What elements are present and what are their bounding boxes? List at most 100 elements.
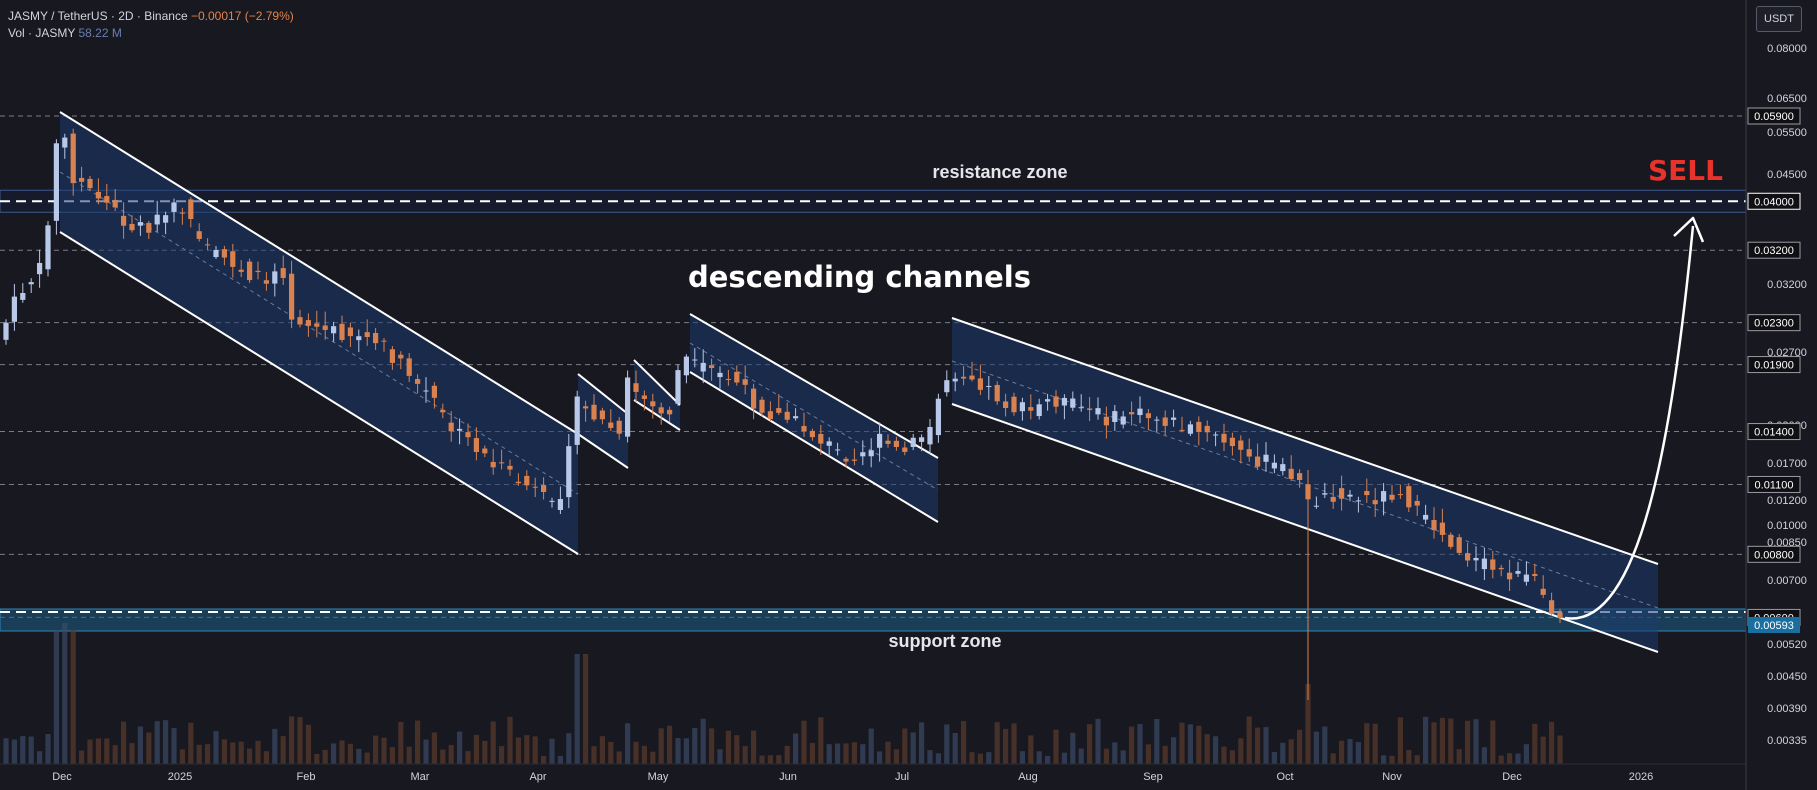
price-tick-label: 0.05500 bbox=[1767, 127, 1807, 139]
channel-midline bbox=[689, 342, 939, 491]
candle-body bbox=[95, 191, 101, 199]
candle-body bbox=[1137, 408, 1143, 416]
candle-body bbox=[1003, 401, 1009, 409]
candle-body bbox=[885, 440, 891, 444]
candle-body bbox=[499, 462, 505, 464]
descending-channels bbox=[59, 111, 1659, 653]
volume-bar bbox=[499, 746, 505, 764]
candle-body bbox=[1204, 425, 1210, 433]
channel-midline bbox=[59, 171, 579, 495]
volume-bar bbox=[1103, 748, 1109, 764]
volume-bar bbox=[633, 741, 639, 764]
volume-bar bbox=[1473, 719, 1479, 764]
volume-bar bbox=[650, 751, 656, 764]
sell-signal-label: SELL bbox=[1648, 154, 1723, 187]
volume-bar bbox=[196, 744, 202, 764]
volume-bar bbox=[599, 736, 605, 764]
volume-bar bbox=[1557, 735, 1563, 764]
price-tick-label: 0.06500 bbox=[1767, 93, 1807, 105]
candle-body bbox=[809, 430, 815, 438]
volume-bar bbox=[1490, 720, 1496, 764]
volume-bar bbox=[751, 730, 757, 764]
candle-body bbox=[356, 336, 362, 341]
candle-body bbox=[188, 199, 194, 220]
volume-bar bbox=[868, 728, 874, 764]
price-change: −0.00017 (−2.79%) bbox=[190, 9, 294, 23]
volume-bar bbox=[431, 732, 437, 764]
channel-fill bbox=[578, 374, 628, 468]
volume-bar bbox=[809, 742, 815, 764]
volume-bar bbox=[1347, 738, 1353, 764]
candle-body bbox=[1465, 553, 1471, 561]
time-axis: Dec 2025 Feb Mar Apr May Jun Jul Aug Sep Oct Nov Dec… bbox=[0, 763, 1746, 783]
volume-bar bbox=[3, 738, 9, 764]
candle-body bbox=[944, 380, 950, 393]
support-zone-label: support zone bbox=[889, 631, 1002, 651]
time-tick-label: Nov bbox=[1382, 771, 1402, 783]
candle-body bbox=[1355, 500, 1361, 502]
volume-bar bbox=[608, 741, 614, 764]
volume-bar bbox=[944, 724, 950, 764]
volume-bar bbox=[1532, 723, 1538, 764]
volume-bar bbox=[1381, 755, 1387, 764]
candle-body bbox=[683, 356, 689, 376]
candle-body bbox=[1490, 559, 1496, 570]
descending-channels-label: descending channels bbox=[688, 260, 1031, 294]
volume-bar bbox=[667, 725, 673, 764]
candle-body bbox=[1053, 396, 1059, 407]
volume-bar bbox=[347, 743, 353, 764]
candle-body bbox=[1011, 396, 1017, 413]
candle-body bbox=[347, 327, 353, 337]
volume-bar bbox=[373, 735, 379, 764]
price-level-label: 0.01100 bbox=[1755, 479, 1794, 491]
time-tick-label: Oct bbox=[1276, 771, 1293, 783]
volume-bar bbox=[893, 749, 899, 764]
candle-body bbox=[532, 486, 538, 488]
volume-bar bbox=[322, 749, 328, 764]
candle-body bbox=[11, 296, 17, 322]
candle-body bbox=[289, 273, 295, 320]
price-level-box bbox=[1747, 423, 1801, 441]
volume-bar bbox=[1036, 751, 1042, 764]
candle-body bbox=[1423, 514, 1429, 520]
candle-body bbox=[860, 452, 866, 457]
volume-bar bbox=[776, 755, 782, 764]
candle-body bbox=[1271, 462, 1277, 469]
time-tick-label: Mar bbox=[411, 771, 430, 783]
volume-bar bbox=[952, 732, 958, 764]
candle-body bbox=[633, 383, 639, 392]
candle-body bbox=[1019, 402, 1025, 412]
volume-bar bbox=[1162, 745, 1168, 764]
volume-bar bbox=[213, 731, 219, 764]
volume-bar bbox=[1549, 721, 1555, 764]
channel-upper-line bbox=[577, 373, 629, 415]
candle-body bbox=[146, 222, 152, 233]
volume-value: 58.22 M bbox=[78, 26, 122, 40]
volume-indicator-label[interactable]: Vol · JASMY bbox=[8, 26, 76, 40]
volume-bar bbox=[683, 738, 689, 764]
volume-bar bbox=[37, 751, 43, 764]
volume-bar bbox=[305, 724, 311, 764]
price-level-box bbox=[1747, 475, 1801, 493]
volume-bar bbox=[641, 745, 647, 764]
volume-bar bbox=[1095, 718, 1101, 764]
volume-bar bbox=[230, 742, 236, 764]
volume-bar bbox=[986, 752, 992, 764]
candle-body bbox=[793, 416, 799, 419]
plot-background bbox=[0, 0, 1746, 790]
candle-body bbox=[767, 411, 773, 420]
symbol-title[interactable]: JASMY / TetherUS · 2D · Binance bbox=[8, 9, 188, 23]
price-tick-label: 0.01000 bbox=[1767, 520, 1807, 532]
volume-bar bbox=[1297, 729, 1303, 764]
candle-body bbox=[549, 500, 555, 502]
volume-bar bbox=[179, 749, 185, 764]
price-tick-label: 0.00700 bbox=[1767, 575, 1807, 587]
volume-bar bbox=[146, 732, 152, 764]
volume-bar bbox=[1154, 719, 1160, 764]
currency-unit-button[interactable]: USDT bbox=[1756, 6, 1802, 32]
volume-bar bbox=[835, 743, 841, 764]
volume-bar bbox=[1515, 753, 1521, 764]
volume-bar bbox=[87, 739, 93, 764]
price-axis[interactable]: 0.08000 0.06500 0.05500 0.04500 0.03200 0.027… bbox=[1745, 0, 1817, 790]
